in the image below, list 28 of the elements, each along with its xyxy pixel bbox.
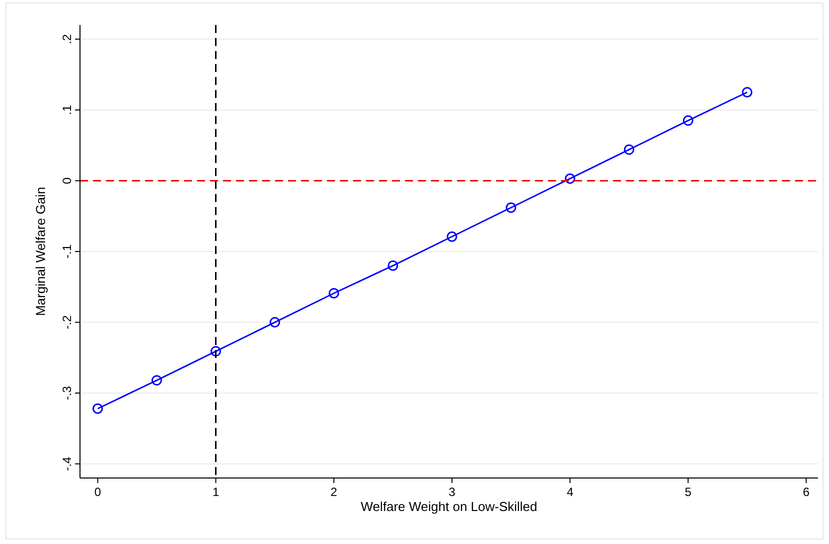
y-tick-label: -.1 — [60, 244, 74, 259]
y-tick-label: .2 — [60, 34, 74, 44]
y-tick-label: -.3 — [60, 386, 74, 400]
y-tick-label: .1 — [60, 104, 74, 115]
y-axis-title: Marginal Welfare Gain — [33, 186, 48, 316]
y-tick-label: -.2 — [60, 314, 74, 330]
point — [152, 375, 162, 386]
point — [682, 115, 694, 126]
x-axis-title: Welfare Weight on Low-Skilled — [360, 499, 538, 514]
point — [92, 403, 103, 414]
x-tick-label: 6 — [802, 485, 810, 499]
point — [388, 260, 398, 271]
x-tick-label: 3 — [448, 485, 456, 499]
point — [742, 86, 752, 98]
point — [270, 317, 280, 328]
x-tick-label: 0 — [94, 485, 102, 499]
x-tick-label: 2 — [330, 485, 338, 499]
x-tick-label: 5 — [684, 485, 692, 499]
point — [210, 346, 222, 357]
y-tick-label: 0 — [60, 177, 74, 184]
point — [446, 231, 458, 242]
x-tick-label: 1 — [212, 485, 220, 499]
point — [564, 173, 576, 184]
point — [506, 202, 516, 213]
x-tick-label: 4 — [566, 485, 574, 499]
y-tick-label: -.4 — [60, 456, 74, 471]
point — [328, 288, 340, 299]
point — [624, 144, 634, 155]
